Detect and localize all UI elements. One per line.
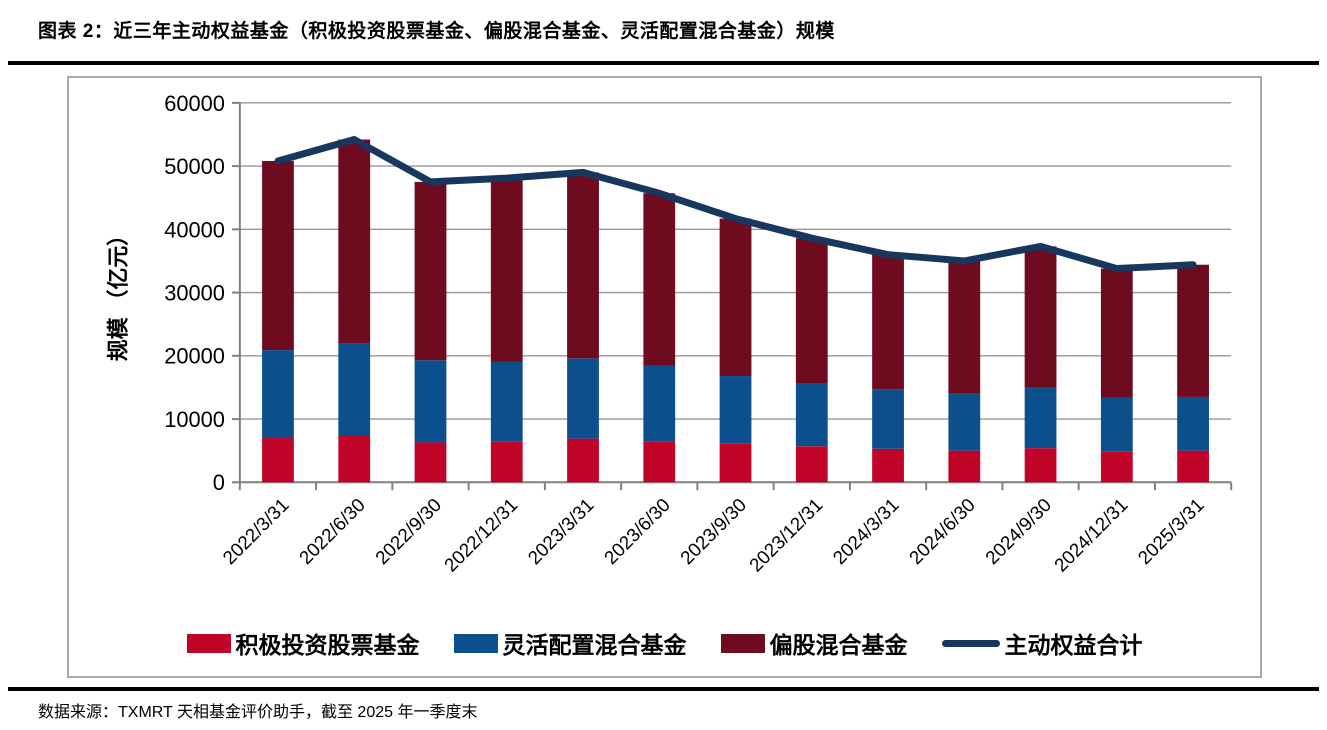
bar-segment [948, 393, 981, 451]
bar-segment [1024, 448, 1057, 483]
x-axis-tick-label: 2024/12/31 [1050, 494, 1132, 576]
bar-segment [643, 193, 676, 366]
bar-segment [1177, 450, 1209, 483]
bar-segment [948, 260, 981, 394]
total-line [274, 136, 1197, 273]
bar-segment [643, 441, 676, 483]
bar-segment [567, 172, 599, 359]
y-axis-tick-label: 10000 [164, 407, 225, 432]
bar-segment [490, 178, 523, 362]
bar-segment [490, 441, 523, 483]
x-axis-tick-label: 2023/9/30 [676, 494, 750, 568]
bar-segment [262, 438, 294, 483]
chart-svg: 0 10000 20000 30000 40000 50000 60000 2022/3/31… [106, 91, 1233, 576]
bar-segment [338, 343, 371, 436]
x-axis-tick-label: 2023/12/31 [745, 494, 827, 576]
bar-segment [872, 254, 904, 390]
bar-segment [719, 443, 752, 483]
chart-legend: 积极投资股票基金 灵活配置混合基金 偏股混合基金 主动权益合计 [69, 626, 1260, 660]
y-axis-title: 规模 （亿元） [106, 224, 131, 361]
figure-title: 图表 2：近三年主动权益基金（积极投资股票基金、偏股混合基金、灵活配置混合基金）… [38, 21, 835, 42]
bar-segment [1024, 246, 1057, 388]
x-axis-tick-label: 2022/9/30 [371, 494, 445, 568]
bar-segment [795, 383, 828, 447]
legend-item-total-line: 主动权益合计 [941, 626, 1143, 660]
legend-label: 积极投资股票基金 [235, 632, 420, 658]
x-axis-tick-label: 2024/9/30 [981, 494, 1055, 568]
bar-segment [1177, 264, 1209, 397]
bar-segment [414, 181, 447, 361]
legend-swatch-total-line [941, 639, 1000, 647]
data-source-note: 数据来源：TXMRT 天相基金评价助手，截至 2025 年一季度末 [38, 704, 478, 721]
y-axis-tick-label: 30000 [164, 281, 225, 306]
bar-segment [719, 218, 752, 377]
legend-label: 主动权益合计 [1004, 632, 1143, 658]
y-axis-tick-label: 50000 [164, 154, 225, 179]
legend-swatch-equity-bias-fund [720, 633, 765, 653]
bar-segment [414, 360, 447, 443]
bar-segment [490, 361, 523, 442]
legend-item-equity-bias-fund: 偏股混合基金 [720, 626, 908, 660]
bar-segment [1100, 451, 1133, 483]
y-axis-tick-label: 40000 [164, 217, 225, 242]
bar-segment [795, 238, 828, 384]
bottom-divider [8, 687, 1319, 691]
legend-label: 灵活配置混合基金 [502, 632, 687, 658]
bar-segment [567, 438, 599, 483]
x-axis-tick-label: 2022/6/30 [295, 494, 369, 568]
bar-segment [1100, 268, 1133, 398]
bar-segment [948, 450, 981, 483]
bar-segment [795, 446, 828, 483]
bar-segment [567, 358, 599, 439]
bar-segment [262, 161, 294, 351]
y-axis-tick-label: 60000 [164, 91, 225, 116]
x-axis-tick-label: 2023/3/31 [524, 494, 598, 568]
bar-segment [643, 365, 676, 442]
bar-segment [338, 139, 371, 344]
legend-swatch-stock-fund [186, 633, 231, 653]
x-axis-tick-label: 2023/6/30 [600, 494, 674, 568]
legend-item-stock-fund: 积极投资股票基金 [186, 626, 420, 660]
bar-segment [1024, 387, 1057, 449]
bar-segment [872, 448, 904, 483]
x-axis-tick-label: 2024/6/30 [905, 494, 979, 568]
bar-segment [338, 435, 371, 483]
chart-container: 0 10000 20000 30000 40000 50000 60000 2022/3/31… [67, 76, 1262, 678]
bar-segment [719, 376, 752, 444]
y-axis-tick-label: 20000 [164, 344, 225, 369]
x-axis-tick-label: 2022/3/31 [219, 494, 293, 568]
bar-segment [1177, 396, 1209, 451]
bar-segment [262, 350, 294, 439]
bar-segment [872, 389, 904, 449]
x-axis-tick-label: 2022/12/31 [440, 494, 522, 576]
legend-label: 偏股混合基金 [769, 632, 908, 658]
bar-segment [414, 442, 447, 483]
legend-item-flexible-fund: 灵活配置混合基金 [453, 626, 687, 660]
x-axis-tick-label: 2024/3/31 [829, 494, 903, 568]
legend-swatch-flexible-fund [453, 633, 498, 653]
x-axis-tick-label: 2025/3/31 [1134, 494, 1208, 568]
bar-segment [1100, 397, 1133, 452]
top-divider [8, 61, 1319, 65]
y-axis-tick-label: 0 [213, 470, 225, 495]
